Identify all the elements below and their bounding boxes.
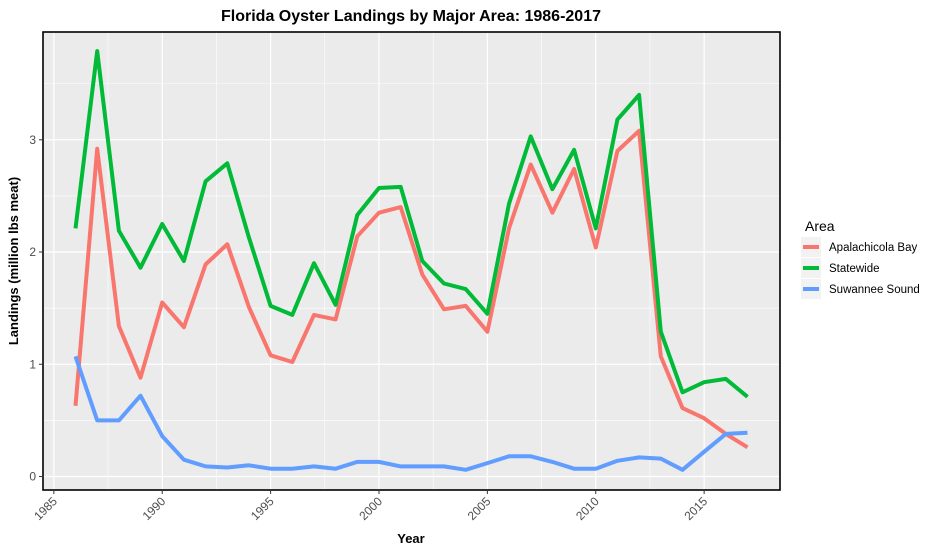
y-tick-label: 2 — [29, 245, 36, 259]
series-line-statewide — [73, 49, 749, 399]
legend-label: Suwannee Sound — [829, 284, 920, 296]
x-axis-title: Year — [397, 531, 424, 546]
plot-panel — [43, 32, 780, 490]
chart-title: Florida Oyster Landings by Major Area: 1… — [221, 8, 601, 25]
x-tick-label: 2000 — [356, 494, 385, 523]
legend: Area Apalachicola Bay Statewide Suwannee S… — [801, 218, 920, 299]
plot-border — [42, 31, 781, 491]
x-tick-label: 1990 — [140, 494, 169, 523]
y-tick-label: 1 — [29, 357, 36, 371]
x-tick-label: 2010 — [573, 494, 602, 523]
legend-title: Area — [805, 218, 835, 234]
y-tick-label: 0 — [29, 470, 36, 484]
x-tick-label: 1995 — [248, 494, 277, 523]
series-line-suwannee-sound — [73, 355, 748, 472]
y-tick-label: 3 — [29, 133, 36, 147]
legend-label: Statewide — [829, 263, 880, 275]
series-lines — [73, 49, 749, 472]
series-line-apalachicola-bay — [73, 128, 749, 450]
x-tick-label: 1985 — [31, 494, 60, 523]
y-axis-title: Landings (million lbs meat) — [6, 177, 21, 345]
x-tick-label: 2005 — [465, 494, 494, 523]
x-tick-label: 2015 — [681, 494, 710, 523]
legend-label: Apalachicola Bay — [829, 242, 917, 254]
